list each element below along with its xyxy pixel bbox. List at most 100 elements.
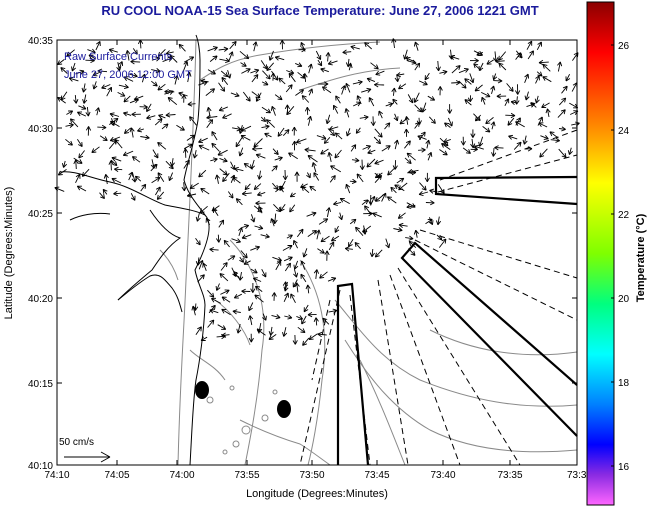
current-vector-head [243,163,249,168]
current-vector-head [302,252,308,258]
current-vector [476,51,483,56]
current-vector [394,113,398,121]
current-vector-head [169,54,175,60]
current-vector-head [460,140,466,146]
current-vector [327,277,336,282]
current-vector-head [85,111,91,117]
current-vector-head [235,142,241,148]
current-vector-head [220,86,226,92]
current-vector [464,78,472,85]
current-vector [156,191,165,200]
current-vector [437,216,440,225]
current-vector-head [394,184,400,190]
current-vector [439,71,448,74]
current-vector-head [338,215,344,221]
current-vector [174,75,178,85]
current-vector-head [152,81,158,87]
current-vector [272,148,279,155]
current-vector [130,61,141,63]
current-vector [297,71,306,79]
current-vector [398,83,407,90]
current-vector [211,131,218,141]
current-vector-head [377,174,383,180]
current-vector-head [228,193,234,199]
current-vector-head [403,128,410,134]
current-vector [436,234,443,241]
current-vector-head [397,227,403,233]
current-vector-head [562,85,568,91]
current-vector [114,168,123,171]
current-vector [284,281,287,291]
current-vector [541,102,550,108]
current-vector-head [240,134,246,140]
current-vector [129,98,139,104]
current-vector-head [134,175,140,181]
current-vector-head [299,89,305,94]
current-vector-head [331,236,337,242]
current-vector [283,256,293,262]
y-tick-label: 40:15 [28,379,53,390]
current-vector-head [264,233,270,239]
current-vector-head [189,184,195,189]
current-vector [523,135,527,145]
current-vector [232,176,241,184]
current-vector [304,73,307,82]
current-vector-head [277,131,283,137]
current-vector [239,147,244,157]
current-vector [178,92,188,97]
current-vector-head [427,151,433,157]
current-vector [275,56,285,61]
current-vector [447,117,453,127]
current-vector [261,106,271,114]
current-vector-head [187,143,193,149]
current-vector [195,326,202,336]
current-vector [536,71,543,77]
current-vector [285,84,293,93]
current-vector [526,40,533,50]
current-vector [437,184,445,194]
current-vector [96,107,100,116]
current-vector-head [388,102,394,108]
current-vector-head [424,177,430,183]
current-vector [474,145,484,150]
scale-arrow: 50 cm/s [59,437,111,463]
current-vector [218,219,224,228]
current-vector-head [362,227,368,233]
current-vector-head [195,216,201,222]
current-vector [95,41,101,51]
current-vector [239,50,249,60]
current-vector [378,110,383,119]
current-vector [374,159,384,165]
current-vector-head [103,174,109,179]
current-vector [128,171,133,181]
current-vector-head [415,121,420,127]
current-vector-head [221,296,227,302]
current-vector [542,76,552,83]
current-vector-head [255,200,260,206]
current-vector-head [311,230,317,235]
current-vector-head [268,55,274,61]
current-vector-head [190,134,196,140]
current-vector [493,73,497,80]
current-vector [307,230,317,237]
current-vector [123,95,131,103]
current-vector [171,158,174,167]
current-vector-head [469,78,475,84]
current-vector [301,260,306,270]
current-vector-head [321,134,327,140]
current-vector [137,128,144,132]
x-tick-label: 73:45 [364,470,389,481]
current-vector [99,192,105,199]
current-vector [217,149,228,156]
current-vector [301,186,310,194]
current-vector [288,152,298,160]
current-vector [328,60,338,65]
current-vector-head [560,109,566,115]
current-vector-head [287,314,293,320]
current-vector [243,163,253,170]
current-vector [110,120,120,127]
current-vector-head [496,93,502,99]
current-vector [347,58,350,67]
current-vector-head [268,335,274,340]
current-vector-head [339,197,345,203]
